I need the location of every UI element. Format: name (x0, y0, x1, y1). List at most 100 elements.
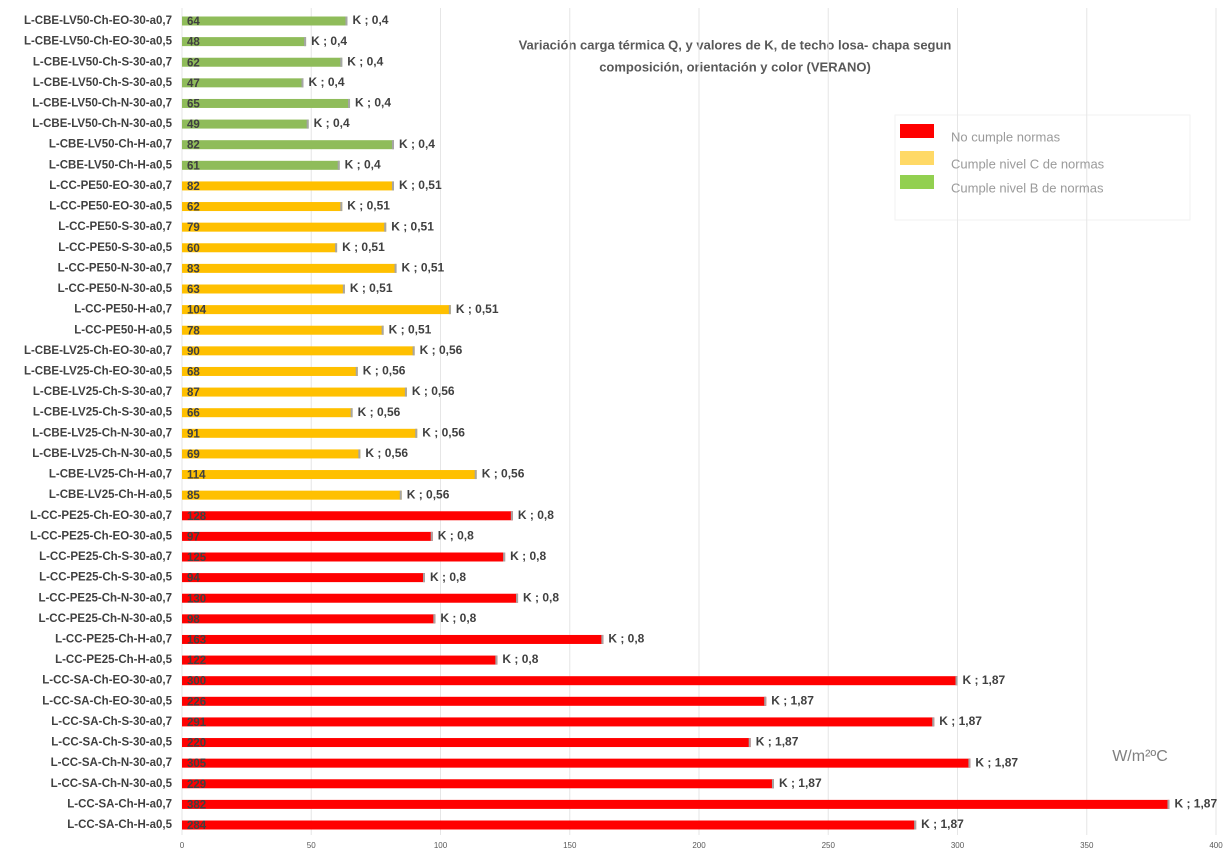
category-label: L-CC-SA-Ch-N-30-a0,5 (51, 778, 173, 790)
category-label: L-CC-SA-Ch-N-30-a0,7 (51, 757, 172, 769)
value-label: 47 (187, 78, 200, 90)
x-tick-label: 150 (563, 841, 577, 850)
value-label: 90 (187, 346, 200, 358)
bar-cap (495, 655, 498, 665)
value-label: 97 (187, 531, 200, 543)
value-label: 49 (187, 119, 200, 131)
x-tick-label: 200 (692, 841, 706, 850)
value-label: 220 (187, 738, 206, 750)
bar-cap (345, 16, 348, 26)
category-label: L-CC-PE50-H-a0,5 (74, 324, 172, 336)
category-label: L-CBE-LV50-Ch-S-30-a0,5 (33, 77, 173, 89)
category-label: L-CC-PE50-H-a0,7 (74, 304, 172, 316)
k-label: K ; 0,4 (308, 75, 344, 89)
bar-cap (503, 552, 506, 562)
value-label: 91 (187, 428, 200, 440)
bar-cap (391, 140, 394, 150)
value-label: 284 (187, 820, 207, 832)
value-label: 61 (187, 160, 200, 172)
category-label: L-CBE-LV50-Ch-H-a0,7 (49, 139, 172, 151)
bar-cap (422, 573, 425, 583)
value-label: 114 (187, 470, 206, 482)
k-label: K ; 1,87 (1174, 797, 1217, 811)
bar-cap (968, 758, 971, 768)
x-tick-label: 250 (822, 841, 836, 850)
category-label: L-CC-PE50-EO-30-a0,5 (49, 201, 172, 213)
bar-cap (350, 408, 353, 418)
bar-cap (601, 634, 604, 644)
k-label: K ; 0,56 (422, 425, 465, 439)
k-label: K ; 1,87 (963, 673, 1006, 687)
bar (182, 243, 338, 253)
bar-cap (355, 366, 358, 376)
value-label: 82 (187, 140, 200, 152)
x-tick-label: 400 (1209, 841, 1223, 850)
value-label: 62 (187, 202, 200, 214)
category-label: L-CBE-LV25-Ch-H-a0,5 (49, 489, 173, 501)
bar-cap (399, 490, 402, 500)
k-label: K ; 0,4 (345, 157, 381, 171)
value-label: 382 (187, 799, 206, 811)
category-label: L-CBE-LV50-Ch-EO-30-a0,7 (24, 15, 172, 27)
x-tick-label: 100 (434, 841, 448, 850)
bar (182, 531, 433, 541)
value-label: 98 (187, 614, 200, 626)
category-label: L-CBE-LV50-Ch-N-30-a0,7 (32, 97, 172, 109)
bar (182, 119, 309, 129)
category-label: L-CBE-LV25-Ch-S-30-a0,7 (33, 386, 172, 398)
bar (182, 799, 1170, 809)
legend-label: No cumple normas (951, 129, 1061, 144)
value-label: 63 (187, 284, 200, 296)
k-label: K ; 0,8 (523, 590, 559, 604)
value-label: 65 (187, 98, 200, 110)
category-label: L-CBE-LV50-Ch-N-30-a0,5 (32, 118, 172, 130)
value-label: 130 (187, 593, 206, 605)
category-label: L-CC-SA-Ch-EO-30-a0,5 (42, 695, 172, 707)
bar-cap (337, 160, 340, 170)
bar (182, 449, 361, 459)
value-label: 226 (187, 696, 206, 708)
k-label: K ; 0,51 (342, 240, 385, 254)
bar (182, 325, 384, 335)
k-label: K ; 0,4 (347, 54, 383, 68)
bar (182, 16, 348, 26)
legend-swatch (900, 175, 934, 189)
bar-cap (914, 820, 917, 830)
k-label: K ; 1,87 (756, 735, 799, 749)
bar-cap (340, 57, 343, 67)
k-label: K ; 1,87 (939, 714, 982, 728)
k-label: K ; 0,4 (314, 116, 350, 130)
k-label: K ; 0,51 (350, 281, 393, 295)
bar-cap (404, 387, 407, 397)
category-label: L-CC-PE25-Ch-H-a0,7 (55, 633, 172, 645)
value-label: 79 (187, 222, 200, 234)
category-label: L-CC-PE25-Ch-EO-30-a0,7 (30, 510, 172, 522)
category-label: L-CC-SA-Ch-S-30-a0,5 (51, 737, 172, 749)
value-label: 122 (187, 655, 206, 667)
bar (182, 779, 774, 789)
k-label: K ; 0,51 (347, 199, 390, 213)
bar-cap (394, 263, 397, 273)
category-label: L-CC-SA-Ch-S-30-a0,7 (51, 716, 172, 728)
value-label: 78 (187, 325, 200, 337)
k-label: K ; 1,87 (779, 776, 822, 790)
value-label: 305 (187, 758, 207, 770)
bar-cap (306, 119, 309, 129)
bar-cap (932, 717, 935, 727)
bar (182, 366, 358, 376)
value-label: 48 (187, 37, 200, 49)
bar (182, 160, 340, 170)
bar (182, 202, 343, 212)
value-label: 229 (187, 779, 206, 791)
bar-cap (335, 243, 338, 253)
k-label: K ; 0,8 (440, 611, 476, 625)
category-label: L-CBE-LV25-Ch-N-30-a0,7 (32, 427, 172, 439)
bar-cap (433, 614, 436, 624)
x-tick-label: 350 (1080, 841, 1094, 850)
value-label: 104 (187, 305, 207, 317)
value-label: 94 (187, 573, 200, 585)
k-label: K ; 0,8 (518, 508, 554, 522)
category-label: L-CC-PE50-S-30-a0,5 (58, 242, 172, 254)
k-label: K ; 0,51 (389, 322, 432, 336)
k-label: K ; 1,87 (975, 755, 1018, 769)
